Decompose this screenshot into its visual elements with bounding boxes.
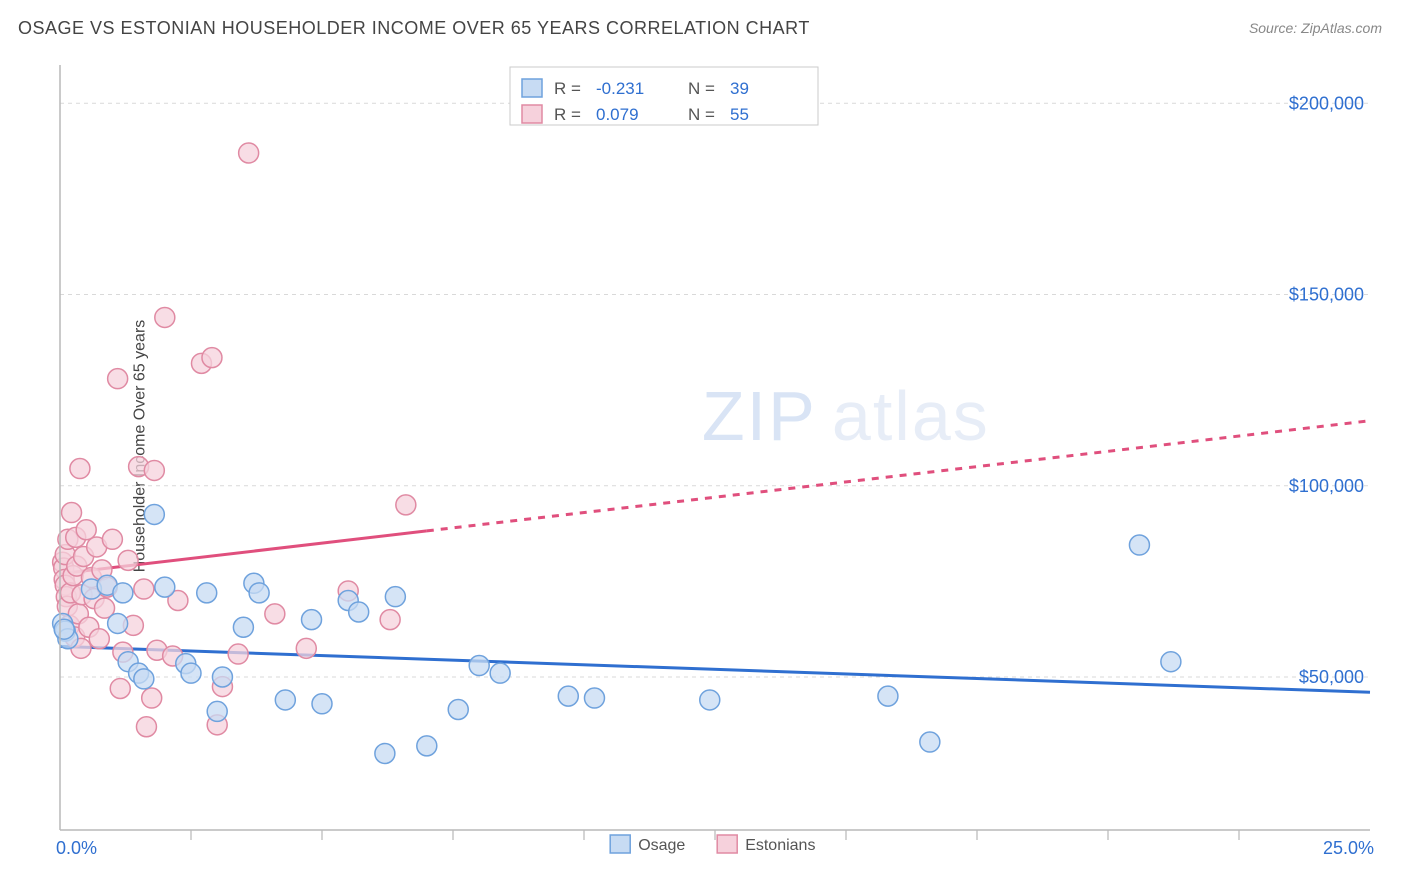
legend-n-label: N = bbox=[688, 79, 715, 98]
chart-title: OSAGE VS ESTONIAN HOUSEHOLDER INCOME OVE… bbox=[18, 18, 810, 39]
legend-swatch bbox=[522, 105, 542, 123]
data-point bbox=[142, 688, 162, 708]
y-tick-label: $50,000 bbox=[1299, 667, 1364, 687]
chart-area: ZIPatlas $50,000 $100,000 $150,000 $200,000 0… bbox=[50, 55, 1386, 842]
legend-r-value: 0.079 bbox=[596, 105, 639, 124]
data-point bbox=[136, 717, 156, 737]
x-tick-label: 25.0% bbox=[1323, 838, 1374, 858]
data-point bbox=[197, 583, 217, 603]
legend-r-label: R = bbox=[554, 105, 581, 124]
data-point bbox=[54, 619, 74, 639]
data-point bbox=[349, 602, 369, 622]
legend-swatch bbox=[610, 835, 630, 853]
data-point bbox=[920, 732, 940, 752]
data-point bbox=[108, 369, 128, 389]
x-tick-label: 0.0% bbox=[56, 838, 97, 858]
legend-stats: R = -0.231 N = 39 R = 0.079 N = 55 bbox=[510, 67, 818, 125]
data-point bbox=[102, 529, 122, 549]
data-point bbox=[396, 495, 416, 515]
data-point bbox=[700, 690, 720, 710]
y-tick-label: $100,000 bbox=[1289, 476, 1364, 496]
data-point bbox=[89, 629, 109, 649]
data-point bbox=[584, 688, 604, 708]
data-point bbox=[302, 610, 322, 630]
data-point bbox=[76, 520, 96, 540]
data-point bbox=[155, 577, 175, 597]
data-point bbox=[233, 617, 253, 637]
svg-text:atlas: atlas bbox=[832, 377, 990, 455]
data-point bbox=[110, 678, 130, 698]
svg-text:ZIP: ZIP bbox=[702, 377, 817, 455]
watermark: ZIPatlas bbox=[702, 377, 990, 455]
legend-swatch bbox=[717, 835, 737, 853]
scatter-chart: ZIPatlas $50,000 $100,000 $150,000 $200,000 0… bbox=[50, 55, 1386, 858]
data-point bbox=[1129, 535, 1149, 555]
data-point bbox=[228, 644, 248, 664]
data-point bbox=[239, 143, 259, 163]
data-point bbox=[181, 663, 201, 683]
data-point bbox=[275, 690, 295, 710]
legend-n-value: 55 bbox=[730, 105, 749, 124]
data-point bbox=[212, 667, 232, 687]
data-point bbox=[134, 579, 154, 599]
data-point bbox=[249, 583, 269, 603]
data-point bbox=[265, 604, 285, 624]
y-tick-label: $200,000 bbox=[1289, 93, 1364, 113]
y-tick-label: $150,000 bbox=[1289, 285, 1364, 305]
data-point bbox=[155, 307, 175, 327]
source-label: Source: ZipAtlas.com bbox=[1249, 20, 1382, 36]
data-point bbox=[202, 348, 222, 368]
data-point bbox=[144, 504, 164, 524]
data-point bbox=[207, 701, 227, 721]
data-point bbox=[380, 610, 400, 630]
data-point bbox=[375, 744, 395, 764]
data-point bbox=[469, 656, 489, 676]
legend-n-value: 39 bbox=[730, 79, 749, 98]
data-point bbox=[70, 459, 90, 479]
data-point bbox=[417, 736, 437, 756]
data-point bbox=[385, 587, 405, 607]
data-point bbox=[1161, 652, 1181, 672]
data-point bbox=[62, 503, 82, 523]
legend-r-label: R = bbox=[554, 79, 581, 98]
data-point bbox=[558, 686, 578, 706]
data-point bbox=[878, 686, 898, 706]
legend-swatch bbox=[522, 79, 542, 97]
legend-r-value: -0.231 bbox=[596, 79, 644, 98]
data-point bbox=[296, 638, 316, 658]
legend-n-label: N = bbox=[688, 105, 715, 124]
data-point bbox=[144, 460, 164, 480]
data-point bbox=[312, 694, 332, 714]
data-point bbox=[118, 550, 138, 570]
data-point bbox=[108, 613, 128, 633]
data-point bbox=[134, 669, 154, 689]
legend-series-label: Estonians bbox=[745, 837, 815, 854]
data-point bbox=[490, 663, 510, 683]
legend-series-label: Osage bbox=[638, 837, 685, 854]
legend-series: Osage Estonians bbox=[610, 835, 815, 854]
data-point bbox=[448, 700, 468, 720]
data-point bbox=[113, 583, 133, 603]
